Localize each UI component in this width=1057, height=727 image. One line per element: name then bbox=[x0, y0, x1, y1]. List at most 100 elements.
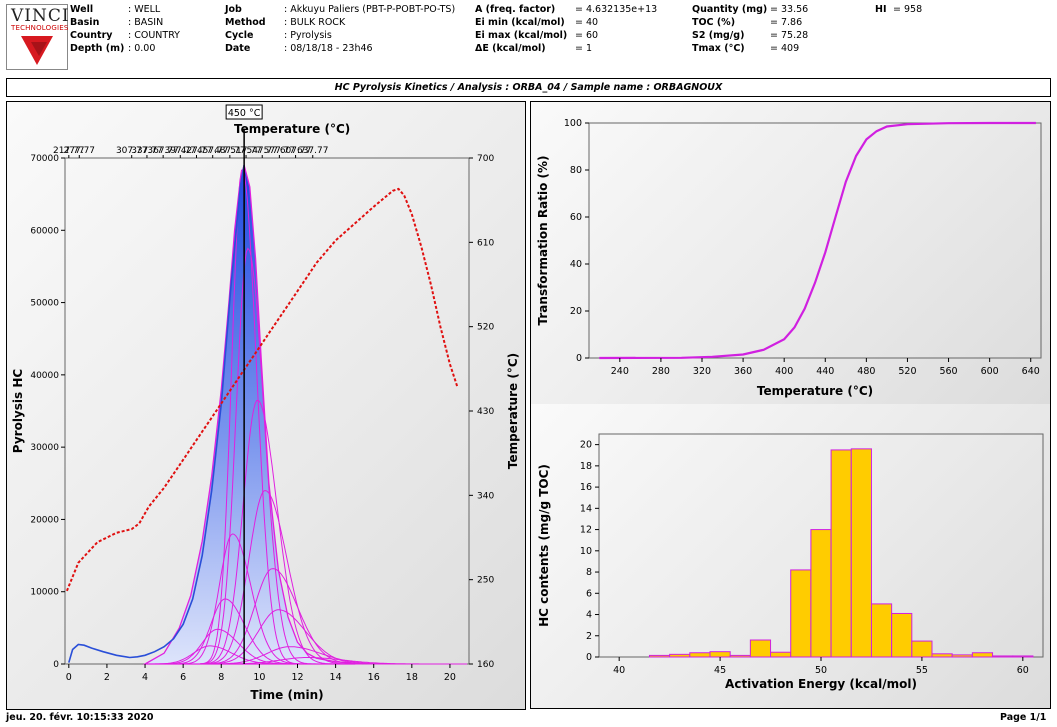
bar bbox=[669, 653, 691, 658]
header-field-value: : WELL bbox=[128, 4, 161, 15]
y2-tick-label: 340 bbox=[477, 491, 494, 501]
header-field-value: : 0.00 bbox=[128, 43, 156, 54]
x-tick-label: 560 bbox=[939, 366, 957, 377]
y-tick-label: 40000 bbox=[30, 371, 59, 381]
vinci-logo: VINCI TECHNOLOGIES bbox=[6, 4, 69, 70]
bar bbox=[992, 655, 1014, 658]
x-tick-label: 600 bbox=[981, 366, 999, 377]
activation-energy-panel: 40 45 50 55 60 Activation Energy (kcal/mol) 0 2… bbox=[530, 404, 1051, 709]
header-field-value: = 33.56 bbox=[770, 4, 809, 15]
x-tick-label: 18 bbox=[406, 672, 418, 683]
y-tick-label: 20 bbox=[570, 306, 582, 317]
header-field-label: Job bbox=[225, 4, 242, 15]
top-tick-label: 607.77 bbox=[280, 146, 312, 156]
top-tick-label: 427.77 bbox=[181, 146, 213, 156]
bar bbox=[810, 529, 832, 658]
x-tick-label: 320 bbox=[693, 366, 711, 377]
top-tick-label: 577.77 bbox=[264, 146, 296, 156]
x-axis-label: Activation Energy (kcal/mol) bbox=[725, 677, 917, 691]
bar bbox=[689, 652, 711, 658]
y-tick-label: 40 bbox=[570, 259, 582, 270]
header-field-value: = 7.86 bbox=[770, 17, 803, 28]
x-tick-label: 45 bbox=[714, 665, 726, 676]
y-tick-label: 20 bbox=[580, 440, 592, 451]
bar bbox=[850, 448, 872, 658]
header-field-label: Well bbox=[70, 4, 94, 15]
x-tick-label: 280 bbox=[652, 366, 670, 377]
header-field: Method: BULK ROCK bbox=[225, 16, 345, 29]
x-tick-label: 4 bbox=[142, 672, 148, 683]
transformation-ratio-chart: 240 280 320 360 400 440 480 520 560 600 640Tempera… bbox=[536, 118, 1042, 398]
top-tick-label: 547.77 bbox=[246, 146, 278, 156]
top-tick-label: 457.77 bbox=[197, 146, 229, 156]
header-field-label: S2 (mg/g) bbox=[692, 30, 745, 41]
component-curve bbox=[200, 168, 305, 665]
report-title: HC Pyrolysis Kinetics / Analysis : ORBA_… bbox=[6, 78, 1051, 97]
header-field-label: HI bbox=[875, 4, 887, 15]
header-field-label: Basin bbox=[70, 17, 100, 28]
measured-curve bbox=[68, 165, 245, 663]
cursor-label-box bbox=[225, 104, 263, 120]
y-tick-label: 50000 bbox=[30, 299, 59, 309]
top-tick-label: 637.77 bbox=[297, 146, 329, 156]
header-field: HI = 958 bbox=[875, 3, 922, 16]
header-field: Ei min (kcal/mol) = 40 bbox=[475, 16, 598, 29]
y-axis-label: Transformation Ratio (%) bbox=[536, 156, 550, 326]
header-field: Basin: BASIN bbox=[70, 16, 163, 29]
y-tick-label: 18 bbox=[580, 461, 592, 472]
x-axis-label: Temperature (°C) bbox=[757, 384, 873, 398]
x-tick-label: 16 bbox=[368, 672, 380, 683]
header-field-value: = 1 bbox=[575, 43, 593, 54]
footer-page: Page 1/1 bbox=[1000, 712, 1047, 723]
header-field-value: : Akkuyu Paliers (PBT-P-POBT-PO-TS) bbox=[284, 4, 456, 15]
x-tick-label: 6 bbox=[180, 672, 186, 683]
x-tick-label: 400 bbox=[775, 366, 793, 377]
y-tick-label: 0 bbox=[576, 353, 582, 364]
x-tick-label: 50 bbox=[815, 665, 827, 676]
header-field-label: Country bbox=[70, 30, 113, 41]
header-field-value: : 08/18/18 - 23h46 bbox=[284, 43, 373, 54]
component-curve bbox=[145, 645, 307, 665]
y2-tick-label: 520 bbox=[477, 323, 494, 333]
header-field-value: = 4.632135e+13 bbox=[575, 4, 658, 15]
y-tick-label: 20000 bbox=[30, 515, 59, 525]
header-field-label: Quantity (mg) bbox=[692, 4, 768, 15]
y2-tick-label: 700 bbox=[477, 154, 494, 164]
y-tick-label: 30000 bbox=[30, 443, 59, 453]
component-curve bbox=[198, 609, 399, 665]
header-field: Tmax (°C) = 409 bbox=[692, 42, 799, 55]
bar bbox=[749, 639, 772, 658]
bar bbox=[709, 651, 731, 658]
x-tick-label: 40 bbox=[613, 665, 625, 676]
cursor-label: 450 °C bbox=[228, 108, 261, 119]
top-tick-label: 367.77 bbox=[147, 146, 179, 156]
x-tick-label: 440 bbox=[816, 366, 834, 377]
header-field-value: = 958 bbox=[893, 4, 923, 15]
header-field: Depth (m): 0.00 bbox=[70, 42, 155, 55]
y-tick-label: 10 bbox=[580, 546, 592, 557]
bar bbox=[891, 612, 913, 658]
header-field: Quantity (mg) = 33.56 bbox=[692, 3, 808, 16]
header-field: A (freq. factor) = 4.632135e+13 bbox=[475, 3, 657, 16]
y-tick-label: 12 bbox=[580, 525, 592, 536]
header-field: Ei max (kcal/mol) = 60 bbox=[475, 29, 598, 42]
header-field-label: Ei max (kcal/mol) bbox=[475, 30, 568, 41]
top-axis-label: Temperature (°C) bbox=[234, 122, 350, 136]
header-field-label: Tmax (°C) bbox=[692, 43, 745, 54]
top-tick-label: 337.77 bbox=[131, 146, 163, 156]
bar bbox=[830, 449, 852, 658]
y-tick-label: 8 bbox=[586, 567, 592, 578]
y-tick-label: 100 bbox=[564, 118, 582, 129]
header-field-value: = 40 bbox=[575, 17, 599, 28]
y-tick-label: 0 bbox=[586, 652, 592, 663]
x-tick-label: 640 bbox=[1022, 366, 1040, 377]
x-tick-label: 60 bbox=[1017, 665, 1029, 676]
y2-tick-label: 430 bbox=[477, 407, 494, 417]
y-tick-label: 60 bbox=[570, 212, 582, 223]
top-tick-label: 487.77 bbox=[214, 146, 246, 156]
header-field: Job : Akkuyu Paliers (PBT-P-POBT-PO-TS) bbox=[225, 3, 455, 16]
header-field-value: : Pyrolysis bbox=[284, 30, 332, 41]
transformation-ratio-curve bbox=[599, 121, 1036, 360]
header-field-value: : BULK ROCK bbox=[284, 17, 346, 28]
x-tick-label: 14 bbox=[330, 672, 342, 683]
